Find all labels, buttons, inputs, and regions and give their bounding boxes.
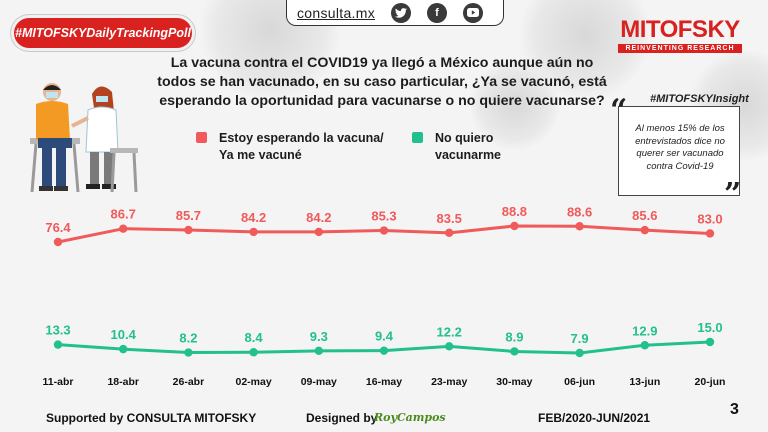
x-tick-label: 18-abr	[107, 376, 139, 388]
legend-label: Estoy esperando la vacuna/Ya me vacuné	[219, 131, 384, 162]
data-point	[705, 229, 715, 238]
data-label: 9.3	[310, 329, 328, 344]
data-label: 13.3	[45, 323, 70, 338]
data-point	[184, 348, 193, 357]
data-label: 84.2	[241, 210, 266, 225]
data-label: 83.5	[437, 211, 462, 226]
data-label: 84.2	[306, 210, 331, 225]
data-point	[445, 228, 454, 238]
x-tick-label: 16-may	[366, 376, 402, 388]
logo-brand: MITOFSKY	[620, 16, 740, 43]
close-quote-icon: ”	[724, 177, 742, 212]
data-point	[575, 222, 584, 231]
x-tick-label: 13-jun	[629, 376, 660, 388]
page-number: 3	[730, 401, 739, 418]
data-point	[510, 221, 519, 231]
x-tick-label: 11-abr	[43, 376, 74, 388]
data-point	[510, 347, 519, 356]
footer-period: FEB/2020-JUN/2021	[538, 411, 651, 425]
data-point	[445, 342, 454, 351]
designer-signature: RoyCampos	[374, 411, 446, 424]
data-point	[53, 340, 63, 349]
data-label: 76.4	[45, 220, 71, 235]
x-tick-label: 06-jun	[564, 376, 595, 388]
x-tick-label: 26-abr	[173, 376, 205, 388]
footer-designed: Designed by	[306, 411, 378, 425]
youtube-icon[interactable]	[463, 2, 483, 23]
legend-swatch	[196, 132, 207, 143]
x-tick-label: 09-may	[301, 376, 337, 388]
data-label: 15.0	[697, 320, 722, 335]
logo-tagline: REINVENTING RESEARCH	[618, 44, 742, 53]
vaccination-illustration	[30, 83, 138, 193]
data-point	[705, 337, 715, 347]
data-label: 85.3	[371, 209, 396, 224]
data-point	[53, 237, 63, 247]
data-label: 12.9	[632, 323, 657, 338]
data-point	[379, 226, 389, 235]
footer-supported: Supported by CONSULTA MITOFSKY	[46, 411, 257, 425]
background-virus	[470, 60, 560, 150]
mitofsky-logo: MITOFSKY REINVENTING RESEARCH	[618, 18, 742, 53]
data-label: 7.9	[571, 331, 589, 346]
data-point	[119, 344, 128, 354]
legend-label: No quiero vacunarme	[435, 131, 502, 162]
data-label: 83.0	[697, 211, 722, 226]
insight-box: Al menos 15% de los entrevistados dice n…	[618, 106, 740, 196]
insight-text: Al menos 15% de los entrevistados dice n…	[635, 123, 725, 172]
legend-swatch	[412, 132, 423, 143]
site-link[interactable]: consulta.mx	[297, 4, 375, 21]
data-point	[640, 225, 649, 235]
data-point	[184, 225, 193, 235]
insight-tag: #MITOFSKYInsight	[650, 93, 749, 105]
data-label: 8.2	[179, 331, 197, 346]
x-tick-label: 23-may	[431, 376, 467, 388]
data-point	[379, 346, 389, 355]
legend-item-refuse: No quiero vacunarme	[412, 130, 501, 164]
data-label: 12.2	[437, 324, 462, 339]
site-bar: consulta.mx f	[286, 0, 504, 26]
open-quote-icon: “	[610, 93, 628, 128]
data-label: 8.4	[245, 330, 264, 345]
x-tick-label: 20-jun	[695, 376, 726, 388]
data-label: 86.7	[111, 207, 136, 222]
data-point	[314, 346, 323, 356]
data-point	[314, 227, 323, 237]
twitter-icon[interactable]	[391, 2, 411, 23]
facebook-icon[interactable]: f	[427, 2, 447, 23]
data-point	[119, 224, 128, 233]
hashtag-badge: #MITOFSKYDailyTrackingPoll	[14, 18, 192, 48]
data-label: 88.6	[567, 204, 592, 219]
survey-question: La vacuna contra el COVID19 ya llegó a M…	[157, 55, 607, 109]
data-label: 8.9	[505, 329, 523, 344]
data-point	[249, 348, 258, 357]
x-tick-label: 02-may	[235, 376, 271, 388]
hashtag-label: #MITOFSKYDailyTrackingPoll	[15, 26, 191, 40]
data-label: 85.7	[176, 208, 201, 223]
data-label: 85.6	[632, 208, 657, 223]
data-label: 9.4	[375, 329, 394, 344]
data-point	[575, 348, 584, 358]
data-label: 10.4	[111, 327, 137, 342]
legend-item-waiting: Estoy esperando la vacuna/Ya me vacuné	[196, 130, 384, 164]
data-point	[640, 341, 649, 350]
data-label: 88.8	[502, 204, 527, 219]
x-tick-label: 30-may	[496, 376, 532, 388]
data-point	[249, 227, 258, 237]
